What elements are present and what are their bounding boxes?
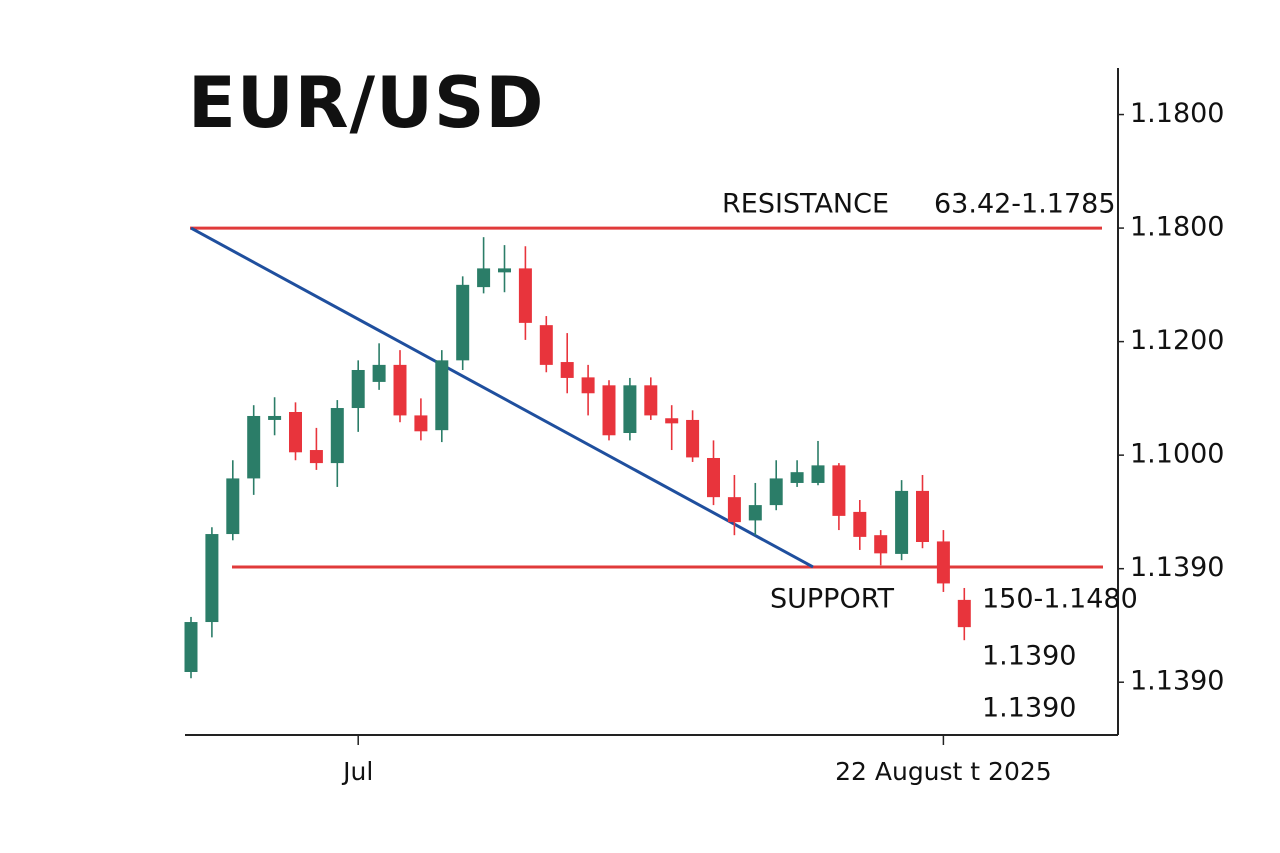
candle-body [372,364,386,382]
trendline [190,226,814,569]
candle-body [916,490,929,542]
candle-body [435,360,449,431]
candle-body [351,369,365,409]
candle-body [539,325,553,365]
y-tick-label: 1.1390 [1130,666,1224,697]
candle-body [727,497,741,523]
candle-body [518,268,532,323]
y-tick-label: 1.1390 [1130,552,1224,583]
candle-body [309,450,323,464]
candle-body [895,490,909,554]
candle-body [769,478,783,506]
candle-body [393,364,407,416]
y-tick-label: 1.1800 [1130,98,1224,129]
chart-title: EUR/USD [188,62,545,144]
candle-body [477,268,491,288]
y-tick-label: 1.1200 [1130,325,1224,356]
candle-body [560,362,574,378]
candle-body [853,511,867,537]
y-tick-label: 1.1000 [1130,439,1224,470]
candle-body [707,457,720,498]
candle-body [498,268,511,273]
candle-body [226,478,240,535]
candle-body [790,472,804,483]
candle-body [247,415,261,479]
x-tick-label: 22 August t 2025 [835,757,1052,786]
resistance-label: RESISTANCE [722,189,889,220]
candle-body [268,415,282,420]
x-tick-label: Jul [341,757,373,786]
candle-body [456,284,470,361]
candle-body [832,465,846,516]
annotation: 1.1390 [982,693,1076,724]
candle-body [602,385,616,436]
candle-body [748,505,762,521]
candle-body [289,412,302,453]
candle-body [811,465,825,483]
candle-body [623,385,637,434]
candle-body [665,418,679,424]
candle-body [644,385,658,416]
candle-body [414,415,428,432]
candle-body [957,599,971,628]
candle-body [686,419,700,458]
candle-body [874,535,888,554]
candle-body [581,377,595,394]
support-range: 150-1.1480 [982,583,1138,614]
y-tick-label: 1.1800 [1130,212,1224,243]
candle-body [330,408,344,464]
candle-body [936,541,950,584]
candle-body [184,622,198,672]
resistance-range: 63.42-1.1785 [934,189,1116,220]
support-label: SUPPORT [770,583,895,614]
annotation: 1.1390 [982,641,1076,672]
candle-body [205,534,219,623]
